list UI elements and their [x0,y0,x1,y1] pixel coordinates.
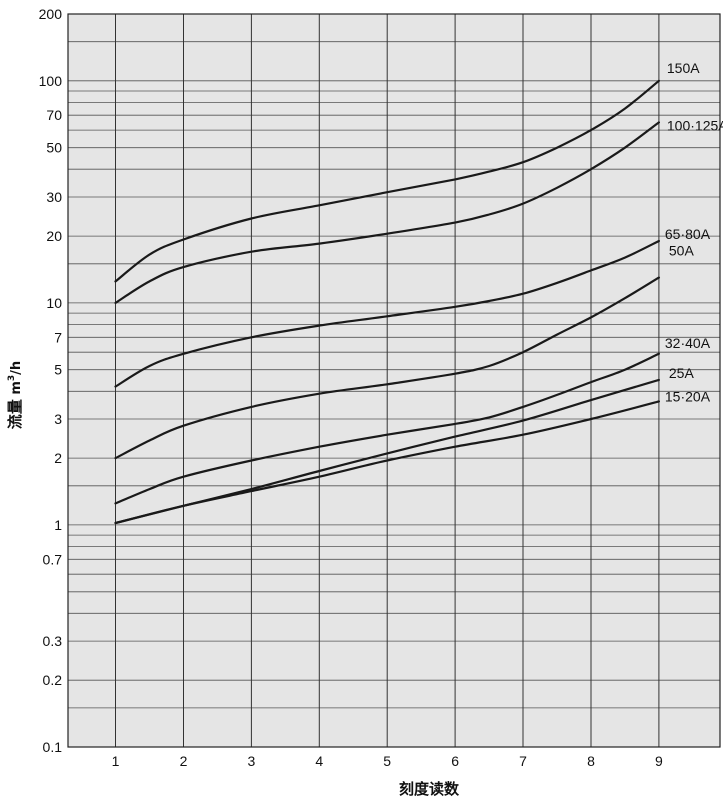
x-axis-title: 刻度读数 [399,780,460,798]
x-tick-label: 4 [315,753,323,769]
series-lines [114,79,660,525]
series-label: 50A [669,243,695,259]
y-tick-label: 50 [46,140,62,156]
x-tick-label: 7 [519,753,527,769]
series-label: 25A [669,365,695,381]
series-label: 100·125A [667,117,723,133]
y-axis-title-per-hour: /h [9,361,24,375]
y-tick-label: 5 [54,362,62,378]
y-tick-labels: 0.1 0.2 0.3 0.7 1 2 3 5 7 10 20 30 50 70 100 200 [39,6,63,755]
x-tick-label: 3 [248,753,256,769]
vertical-gridlines [67,13,721,748]
y-tick-label: 70 [46,107,62,123]
x-tick-label: 8 [587,753,595,769]
x-tick-label: 1 [112,753,120,769]
y-tick-label: 30 [46,189,62,205]
x-tick-labels: 1 2 3 4 5 6 7 8 9 [112,753,663,769]
y-tick-label: 10 [46,295,62,311]
series-line [114,352,660,505]
series-label: 15·20A [665,388,711,404]
plot-frame [67,13,721,748]
series-line [114,239,660,388]
series-line [114,400,660,525]
series-label: 150A [667,60,700,76]
y-tick-label: 20 [46,228,62,244]
x-tick-label: 9 [655,753,663,769]
y-tick-label: 7 [54,329,62,345]
y-axis-title-exponent: 3 [7,375,17,381]
x-tick-label: 5 [383,753,391,769]
y-axis-title-unit: m [9,381,24,399]
y-tick-label: 0.3 [43,633,63,649]
y-tick-label: 3 [54,411,62,427]
y-tick-label: 2 [54,450,62,466]
series-label: 32·40A [665,335,711,351]
x-tick-label: 2 [180,753,188,769]
series-line [114,276,660,460]
series-line [114,79,660,283]
series-line [114,121,660,304]
y-tick-label: 0.2 [43,672,63,688]
series-label: 65·80A [665,226,711,242]
plot-area [68,14,720,747]
y-tick-label: 200 [39,6,63,22]
y-tick-label: 1 [54,517,62,533]
x-tick-label: 6 [451,753,459,769]
y-tick-label: 0.7 [43,551,63,567]
y-axis-title: 流量 m3/h [6,361,24,429]
y-tick-label: 100 [39,73,63,89]
y-tick-label: 0.1 [43,739,63,755]
y-axis-title-text: 流量 [6,399,24,429]
